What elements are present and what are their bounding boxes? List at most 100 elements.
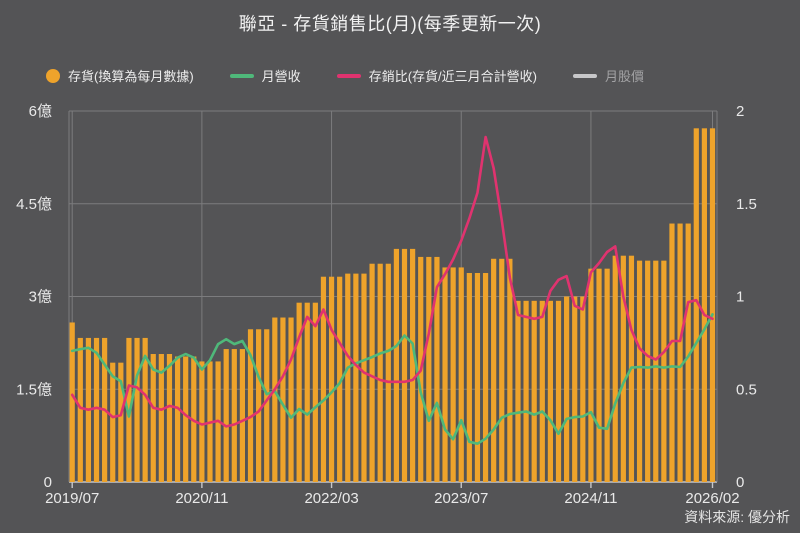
ratio-line [70, 135, 714, 428]
inventory-bar [572, 296, 578, 482]
inventory-bar [531, 300, 537, 482]
inventory-bar [701, 128, 707, 482]
inventory-bar [596, 268, 602, 482]
inventory-bar [539, 300, 545, 482]
inventory-bar [256, 329, 262, 482]
inventory-bar [247, 329, 254, 482]
inventory-bar [515, 300, 521, 482]
inventory-bar [223, 349, 229, 482]
inventory-bar [272, 317, 278, 482]
inventory-bar [653, 260, 659, 482]
inventory-bar [69, 322, 75, 482]
inventory-bar [296, 302, 302, 482]
inventory-bar [312, 302, 318, 482]
inventory-bar [345, 273, 351, 482]
inventory-bar [636, 260, 643, 482]
inventory-bar [361, 273, 367, 482]
inventory-bar [434, 256, 440, 482]
inventory-bar [369, 263, 375, 482]
left-axis-tick-label: 0 [44, 474, 52, 491]
inventory-bar [231, 349, 237, 482]
inventory-bar [709, 128, 716, 482]
inventory-bar [166, 354, 173, 482]
inventory-bar [328, 276, 335, 482]
inventory-bar [264, 329, 270, 482]
legend-item-3[interactable]: 月股價 [572, 66, 644, 85]
legend-line-swatch [572, 73, 597, 78]
inventory-bar [304, 302, 310, 482]
inventory-bar [158, 354, 164, 482]
inventory-bar [677, 223, 683, 482]
inventory-bar [661, 260, 667, 482]
inventory-bar [669, 223, 675, 482]
inventory-bar [588, 268, 594, 482]
right-axis-tick-label: 0.5 [736, 381, 757, 398]
inventory-bar [507, 258, 513, 482]
legend-label: 月營收 [261, 69, 301, 84]
x-axis-tick-label: 2020/11 [175, 490, 228, 507]
inventory-bar [620, 255, 626, 482]
legend-item-1[interactable]: 月營收 [229, 66, 301, 85]
x-axis-tick-label: 2023/07 [434, 490, 488, 507]
inventory-bar [685, 223, 691, 482]
inventory-bar [645, 260, 651, 482]
inventory-bar [555, 300, 562, 482]
inventory-bar [393, 248, 400, 482]
x-axis-tick-label: 2026/02 [685, 490, 739, 507]
inventory-bar [183, 356, 189, 482]
legend-label: 存銷比(存貨/近三月合計營收) [368, 69, 537, 84]
inventory-bar [580, 296, 586, 482]
inventory-bar [466, 273, 472, 482]
inventory-bar [604, 268, 610, 482]
inventory-bar [337, 276, 343, 482]
data-source: 資料來源: 優分析 [684, 509, 790, 525]
inventory-bar [491, 258, 497, 482]
left-axis-tick-label: 4.5億 [16, 196, 52, 213]
inventory-bar [353, 273, 359, 482]
inventory-bar [239, 349, 246, 482]
inventory-bar [77, 337, 83, 482]
inventory-bar [523, 300, 529, 482]
chart-title: 聯亞 - 存貨銷售比(月)(每季更新一次) [238, 14, 542, 34]
legend: 存貨(換算為每月數據) 月營收 存銷比(存貨/近三月合計營收) 月股價 [46, 66, 786, 85]
inventory-bar [288, 317, 294, 482]
inventory-bar [482, 273, 489, 482]
inventory-bar [199, 361, 205, 482]
left-axis-tick-label: 6億 [29, 103, 52, 120]
legend-item-2[interactable]: 存銷比(存貨/近三月合計營收) [336, 66, 537, 85]
legend-circle-swatch [46, 68, 60, 83]
legend-line-swatch [336, 73, 361, 78]
inventory-bar [693, 128, 699, 482]
inventory-bar [118, 362, 124, 482]
left-axis-tick-label: 1.5億 [16, 381, 52, 398]
inventory-bar [385, 263, 391, 482]
legend-label: 存貨(換算為每月數據) [68, 69, 194, 84]
inventory-bar [320, 276, 327, 482]
revenue-line [70, 313, 714, 446]
right-axis-tick-label: 1.5 [736, 196, 757, 213]
right-axis-tick-label: 1 [736, 289, 744, 306]
inventory-bar [547, 300, 553, 482]
inventory-bar [377, 263, 383, 482]
x-axis-tick-label: 2019/07 [45, 490, 99, 507]
inventory-bar [142, 337, 148, 482]
inventory-bar [474, 273, 481, 482]
inventory-bar [499, 258, 505, 482]
x-axis-tick-label: 2022/03 [304, 490, 358, 507]
inventory-bar [280, 317, 286, 482]
inventory-bar [174, 356, 181, 482]
x-axis-tick-label: 2024/11 [564, 490, 617, 507]
inventory-bar [401, 248, 408, 482]
inventory-bar [458, 267, 464, 482]
inventory-bar [564, 296, 570, 482]
left-axis-tick-label: 3億 [29, 289, 52, 306]
legend-line-swatch [229, 73, 254, 78]
inventory-bar [150, 354, 156, 482]
right-axis-tick-label: 0 [736, 474, 744, 491]
inventory-bar [426, 256, 432, 482]
legend-item-0[interactable]: 存貨(換算為每月數據) [46, 66, 194, 85]
inventory-bar [442, 267, 448, 482]
inventory-bar [612, 255, 618, 482]
